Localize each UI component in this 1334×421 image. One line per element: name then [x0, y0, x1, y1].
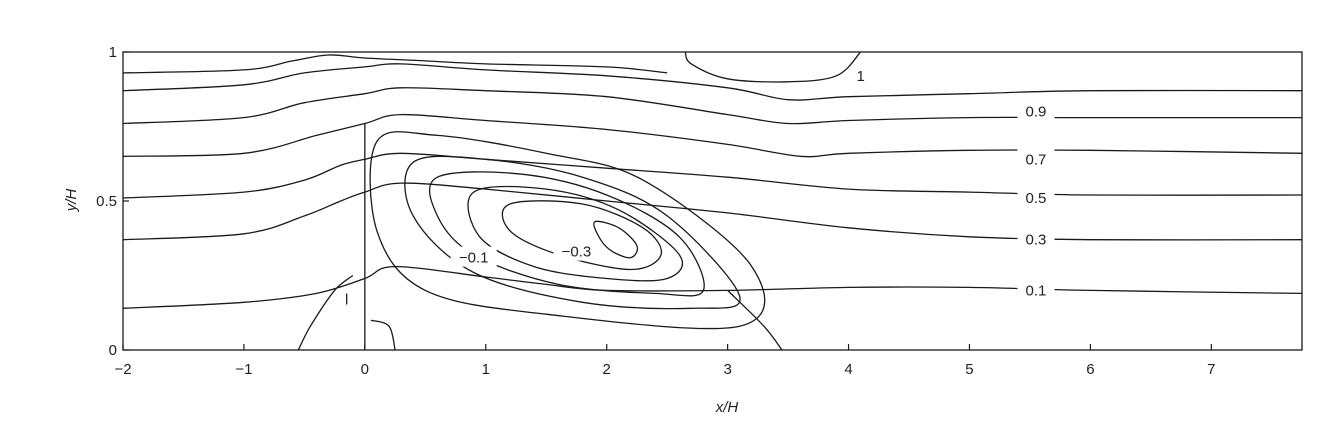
contour-label-bg [1017, 100, 1055, 121]
contour-label-bg [553, 240, 600, 261]
x-tick-label: 7 [1207, 361, 1215, 378]
x-tick-label: 1 [482, 361, 490, 378]
contour-label-bg [450, 246, 497, 267]
streamline [369, 131, 766, 330]
y-tick-label: 1 [109, 44, 117, 61]
x-tick-label: 5 [965, 361, 973, 378]
streamline [122, 152, 1303, 199]
streamlines [122, 51, 1303, 351]
contour-label: 0.3 [1026, 232, 1047, 249]
streamline [428, 171, 705, 297]
streamline [297, 274, 354, 351]
contour-label-bg [1017, 148, 1055, 169]
contour-label: l [345, 291, 348, 308]
streamline [684, 51, 862, 83]
contour-labels: 1 0.9 0.7 0.5 0.3 0.1 −0.1 −0.3 l [337, 64, 1055, 309]
axes: −2 −1 0 1 2 3 4 5 6 7 0 0.5 1 [96, 44, 1303, 378]
streamline [122, 87, 1302, 125]
contour-label: 0.7 [1026, 151, 1047, 168]
x-axis-label: x/H [715, 399, 739, 416]
plot-frame [122, 51, 1303, 351]
contour-label-bg [1017, 279, 1055, 300]
contour-label: 0.5 [1026, 190, 1047, 207]
contour-label-bg [851, 64, 871, 85]
x-tick-label: 4 [844, 361, 852, 378]
contour-label: 0.9 [1026, 104, 1047, 121]
streamline [501, 200, 663, 271]
streamline [593, 220, 639, 259]
x-tick-label: 6 [1086, 361, 1094, 378]
contour-label: −0.1 [459, 250, 489, 267]
streamline [122, 265, 1303, 309]
streamline [122, 182, 1303, 241]
contour-label: 0.1 [1026, 282, 1047, 299]
x-tick-label: 2 [603, 361, 611, 378]
contour-label: 1 [856, 68, 864, 85]
y-tick-label: 0 [109, 342, 117, 359]
streamline [404, 155, 741, 310]
x-tick-label: −2 [114, 361, 131, 378]
contour-label-bg [1017, 228, 1055, 249]
streamline [122, 113, 1303, 158]
x-tick-label: −1 [235, 361, 252, 378]
contour-label-bg [1017, 187, 1055, 208]
x-tick-label: 3 [723, 361, 731, 378]
y-axis-label: y/H [63, 189, 80, 213]
x-tick-label: 0 [361, 361, 369, 378]
streamline [727, 289, 783, 351]
streamline [370, 319, 396, 351]
contour-label-bg [337, 288, 357, 309]
streamline [122, 54, 668, 74]
contour-label: −0.3 [562, 244, 592, 261]
streamline [122, 63, 1303, 101]
y-tick-label: 0.5 [96, 193, 117, 210]
